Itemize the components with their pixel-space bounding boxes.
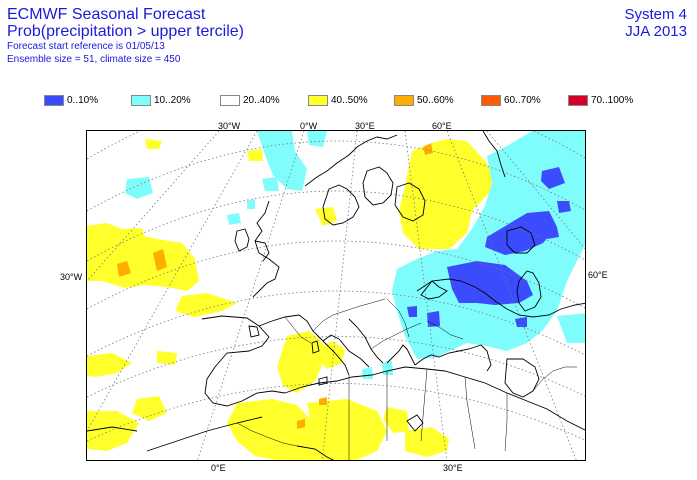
legend-swatch xyxy=(131,95,151,106)
ensemble-info: Ensemble size = 51, climate size = 450 xyxy=(7,54,181,65)
map-svg xyxy=(87,131,585,460)
legend-label: 0..10% xyxy=(67,95,99,106)
prob-40-50-regions xyxy=(87,139,542,460)
legend-label: 40..50% xyxy=(331,95,368,106)
legend-label: 50..60% xyxy=(417,95,454,106)
graticule xyxy=(87,131,585,460)
lon-label-30w-left: 30°W xyxy=(60,272,83,282)
coastlines xyxy=(87,131,585,460)
country-borders xyxy=(236,298,577,460)
legend-label: 10..20% xyxy=(154,95,191,106)
prob-0-10-regions xyxy=(407,167,571,327)
lon-label-30e-top: 30°E xyxy=(355,121,375,131)
start-reference: Forecast start reference is 01/05/13 xyxy=(7,41,165,52)
lon-label-0w-top: 0°W xyxy=(300,121,318,131)
legend-label: 20..40% xyxy=(243,95,280,106)
page-title: ECMWF Seasonal Forecast xyxy=(7,6,206,23)
system-label: System 4 xyxy=(624,6,687,23)
header-left: ECMWF Seasonal Forecast Prob(precipitati… xyxy=(7,6,244,66)
lon-label-30w-top: 30°W xyxy=(218,121,241,131)
legend-label: 70..100% xyxy=(591,95,634,106)
legend-swatch xyxy=(308,95,328,106)
forecast-map xyxy=(86,130,586,461)
legend-swatch xyxy=(394,95,414,106)
prob-10-20-regions xyxy=(125,131,585,379)
legend-label: 60..70% xyxy=(504,95,541,106)
page-subtitle: Prob(precipitation > upper tercile) xyxy=(7,23,245,40)
lon-label-30e-bottom: 30°E xyxy=(443,463,463,473)
legend-swatch xyxy=(568,95,588,106)
lon-label-60e-right: 60°E xyxy=(588,270,608,280)
season-label: JJA 2013 xyxy=(625,23,687,40)
legend-swatch xyxy=(481,95,501,106)
legend-swatch xyxy=(44,95,64,106)
lon-label-0e-bottom: 0°E xyxy=(211,463,226,473)
prob-50-60-regions xyxy=(117,143,433,429)
lon-label-60e-top: 60°E xyxy=(432,121,452,131)
header-right: System 4 JJA 2013 xyxy=(624,6,687,40)
legend-swatch xyxy=(220,95,240,106)
